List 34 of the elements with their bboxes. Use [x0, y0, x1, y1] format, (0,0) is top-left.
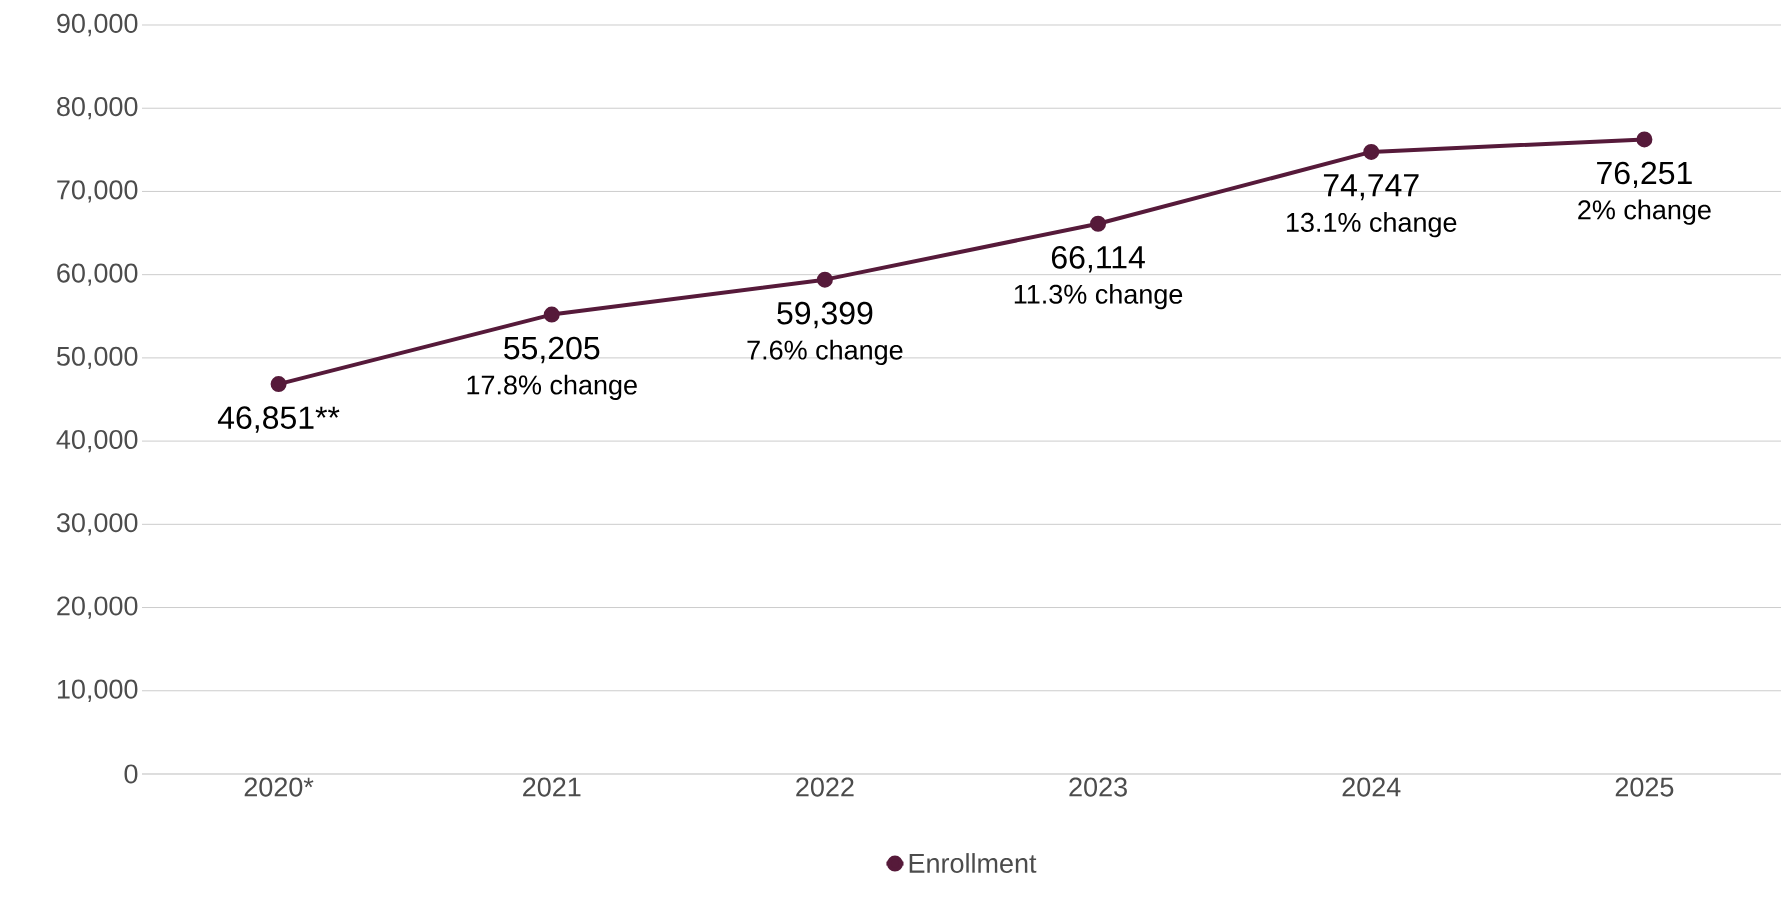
y-tick-label: 10,000 [57, 679, 138, 702]
y-tick-label: 70,000 [57, 180, 138, 203]
data-label: 76,251 [1597, 161, 1692, 189]
y-tick-label: 30,000 [56, 513, 138, 536]
x-tick-label: 2020* [244, 777, 314, 797]
point [1090, 215, 1107, 232]
point [1363, 143, 1380, 160]
y-tick-label: 90,000 [57, 13, 138, 37]
annotation: 11.3% change [1014, 283, 1183, 310]
point [543, 306, 560, 323]
y-tick-label: 50,000 [56, 346, 138, 370]
y-tick-label: 20,000 [57, 596, 138, 619]
y-tick-label: 80,000 [57, 97, 138, 120]
data-label: 66,114 [1051, 245, 1145, 273]
annotation: 2% change [1578, 199, 1711, 225]
x-tick-label: 2025 [1615, 777, 1674, 797]
x-tick-label: 2022 [796, 777, 854, 797]
data-label: 74,747 [1323, 174, 1419, 201]
y-tick-label: 60,000 [57, 263, 138, 286]
y-tick-label: 0 [124, 764, 138, 784]
x-tick-label: 2024 [1342, 777, 1401, 797]
data-label: 59,399 [777, 301, 873, 329]
annotation: 17.8% change [467, 374, 637, 400]
data-label: 55,205 [504, 336, 600, 364]
y-tick-label: 40,000 [56, 429, 138, 453]
point [816, 271, 833, 288]
annotation: 7.6% change [747, 339, 903, 366]
annotation: 13.1% change [1286, 212, 1457, 238]
legend-label: Enrollment [909, 853, 1037, 873]
x-tick-label: 2021 [523, 777, 581, 797]
data-label: 46,851** [217, 406, 340, 433]
point [270, 376, 287, 393]
x-tick-label: 2023 [1069, 777, 1127, 797]
point [1636, 131, 1653, 148]
